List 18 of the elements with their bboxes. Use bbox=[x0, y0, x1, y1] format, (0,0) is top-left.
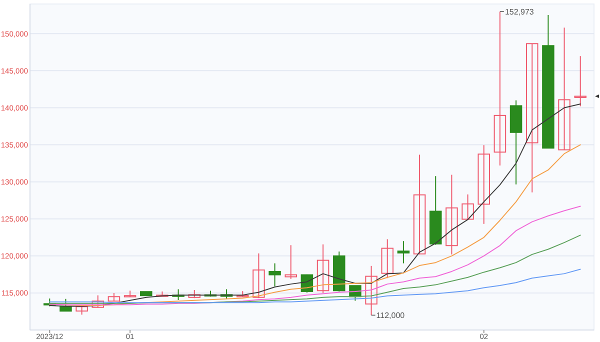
candlestick bbox=[526, 43, 538, 193]
candlestick bbox=[413, 154, 426, 255]
candlestick bbox=[494, 11, 506, 166]
candlestick bbox=[462, 194, 474, 220]
candlestick bbox=[381, 238, 394, 279]
candlestick bbox=[284, 244, 298, 280]
candlestick bbox=[60, 298, 72, 312]
candlestick bbox=[268, 262, 281, 287]
candlestick bbox=[558, 27, 570, 150]
candlestick bbox=[574, 56, 586, 107]
candlestick bbox=[92, 294, 104, 308]
candlestick bbox=[316, 244, 330, 294]
annotation: 112,000 bbox=[376, 310, 406, 320]
candlestick bbox=[252, 252, 265, 299]
candlestick bbox=[446, 174, 458, 255]
candlestick bbox=[478, 144, 490, 224]
annotation: 152,973 bbox=[504, 7, 534, 16]
candlestick bbox=[397, 240, 410, 264]
